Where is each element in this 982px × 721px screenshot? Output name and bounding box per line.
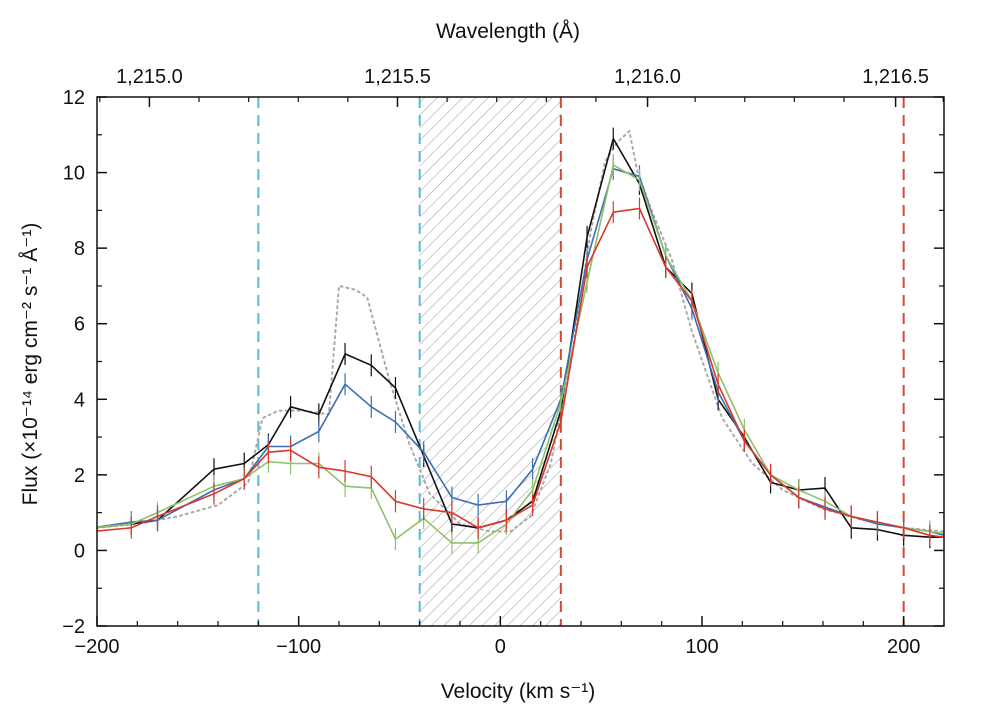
series-layer (97, 127, 944, 554)
y-tick-label: 4 (74, 389, 85, 411)
series-line-4 (97, 207, 944, 538)
y-tick-label: 6 (74, 314, 85, 336)
top-tick-label: 1,216.0 (614, 66, 681, 88)
series-line-1 (97, 137, 944, 539)
y-tick-label: 2 (74, 465, 85, 487)
y-tick-label: −2 (62, 616, 85, 638)
x-tick-label: −100 (276, 636, 321, 658)
series-line-0 (97, 130, 944, 533)
x-axis-title: Velocity (km s⁻¹) (441, 680, 596, 703)
ticks-layer: −200 −100 0 100 200 −2 0 2 4 6 8 10 12 1,215.0 1,215.5… (62, 66, 945, 658)
y-tick-label: 8 (74, 238, 85, 260)
y-axis-title: Flux (×10⁻¹⁴ erg cm⁻² s⁻¹ Å⁻¹) (19, 223, 42, 506)
x-tick-label: −200 (74, 636, 119, 658)
x-tick-label: 0 (495, 636, 506, 658)
y-tick-label: 12 (63, 87, 85, 109)
series-line-3 (97, 164, 944, 544)
y-tick-label: 0 (74, 540, 85, 562)
series-line-2 (97, 168, 944, 537)
x-tick-label: 200 (887, 636, 920, 658)
top-axis-title: Wavelength (Å) (436, 20, 580, 43)
top-tick-label: 1,216.5 (862, 66, 929, 88)
y-tick-label: 10 (63, 163, 85, 185)
top-tick-label: 1,215.0 (116, 66, 183, 88)
hatched-region (419, 97, 561, 626)
top-tick-label: 1,215.5 (364, 66, 431, 88)
hatched-region-layer (419, 97, 561, 626)
x-tick-label: 100 (685, 636, 718, 658)
vertical-lines-layer (257, 97, 905, 626)
